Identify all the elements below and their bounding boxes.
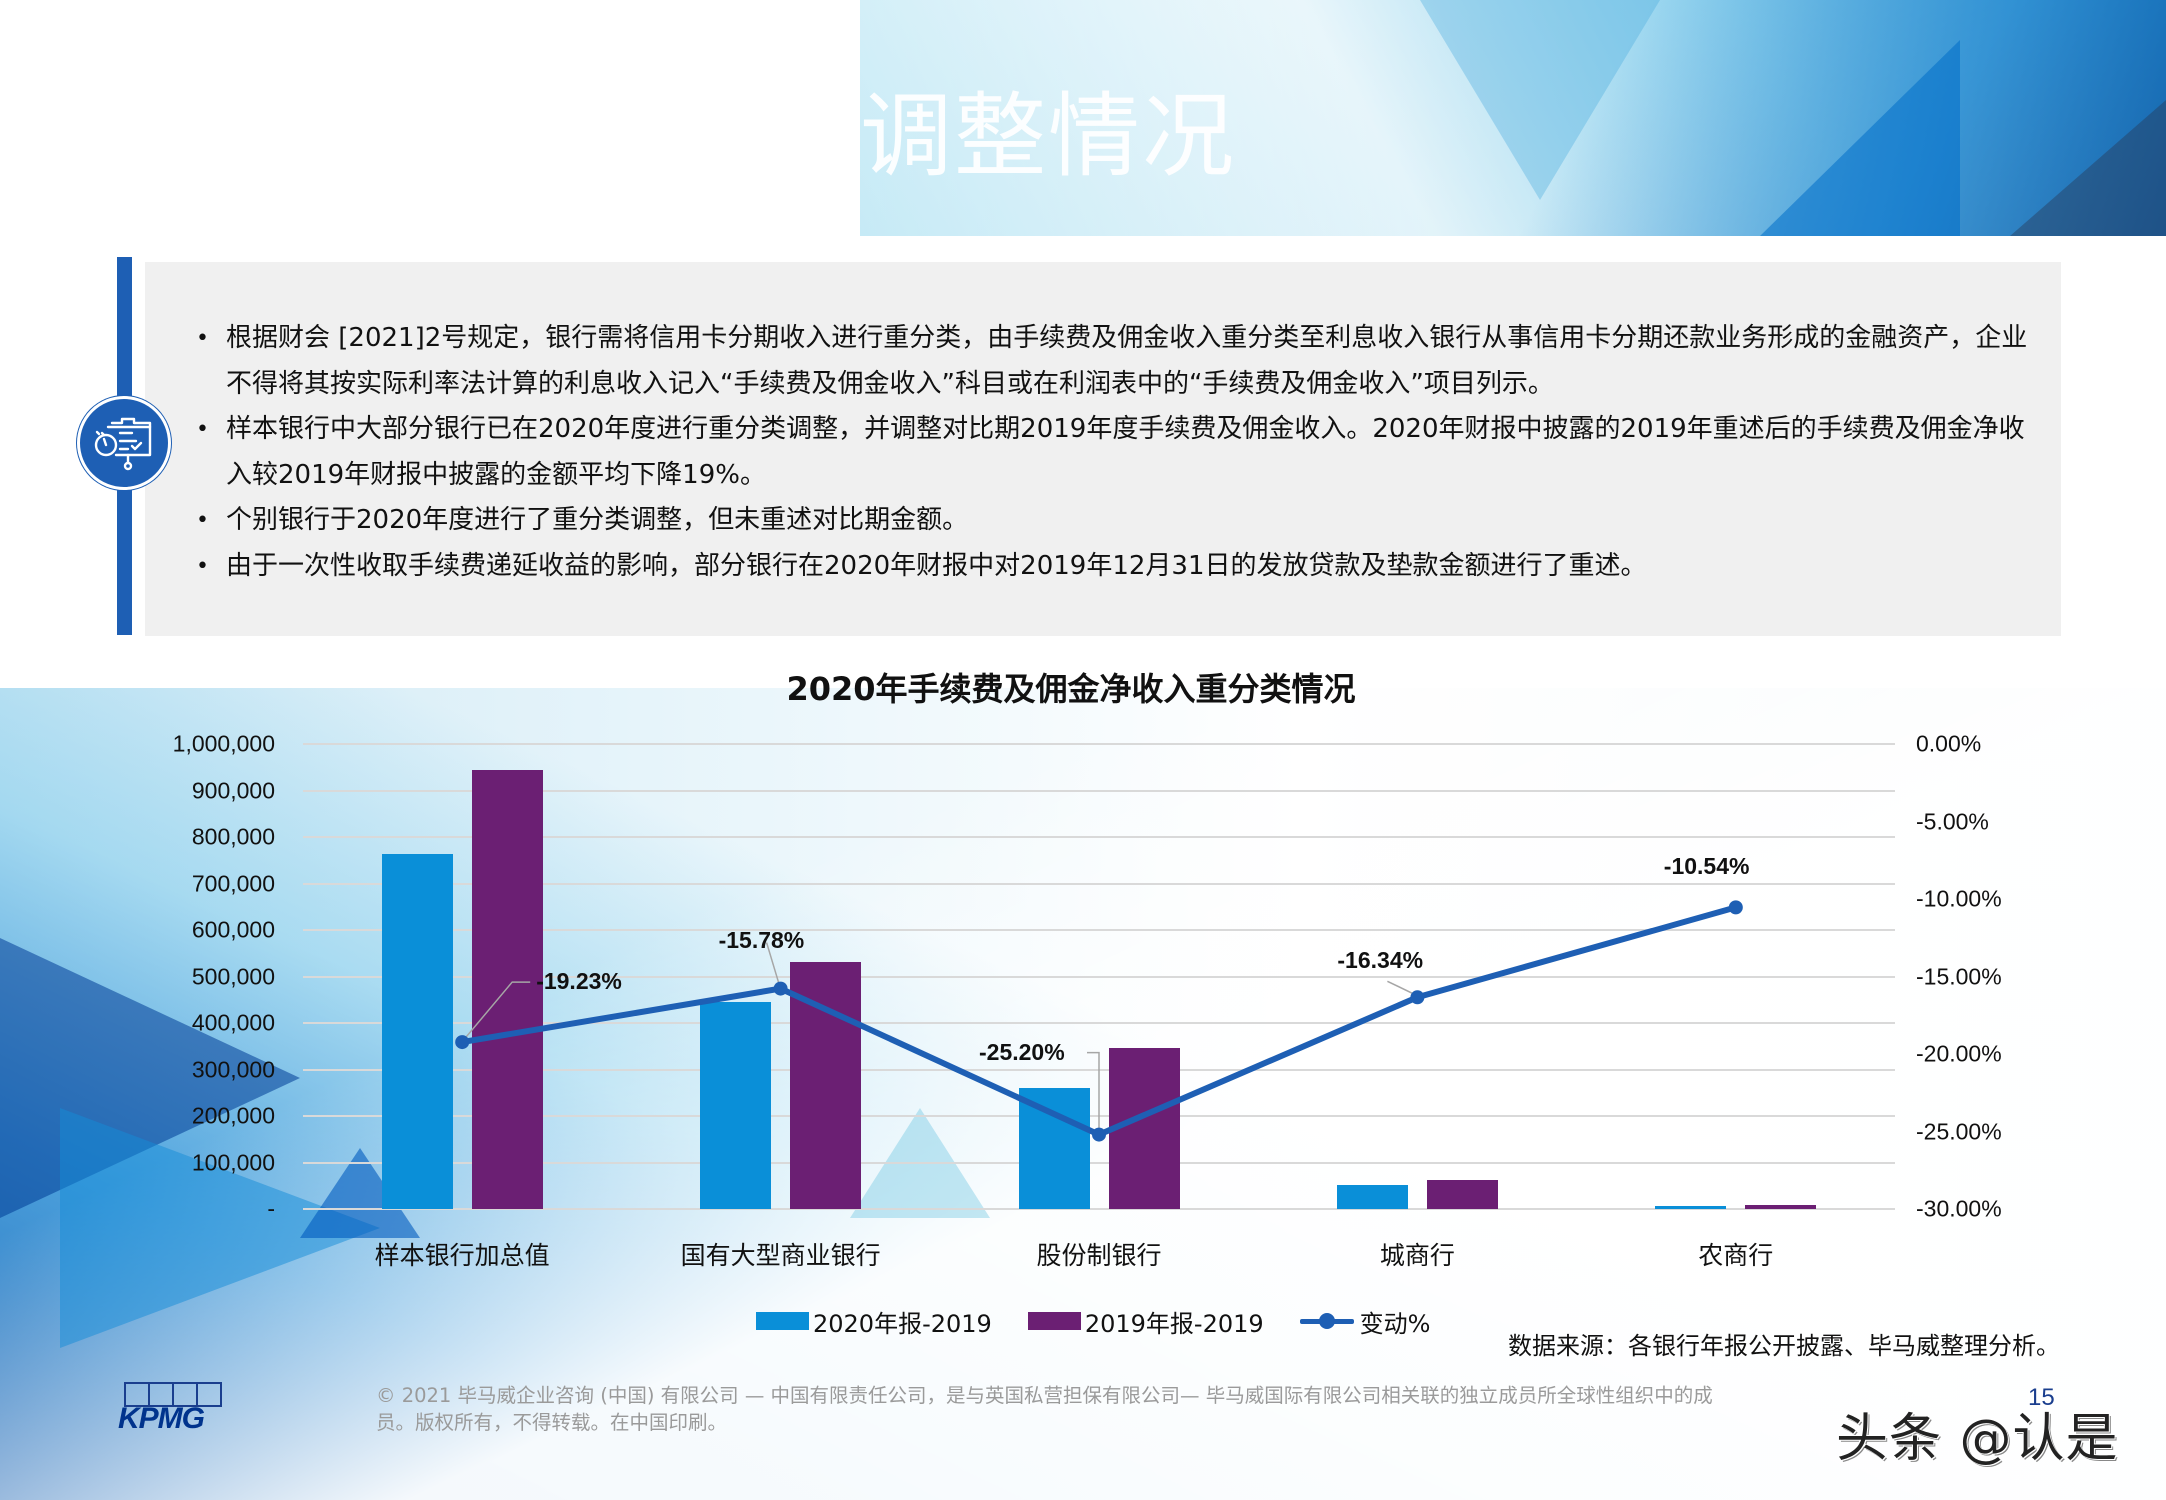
y-axis-left-tick: 300,000 — [191, 1056, 275, 1082]
chart-legend: 2020年报-2019 2019年报-2019 变动% — [756, 1304, 1466, 1339]
kpmg-logo-boxes-icon — [124, 1382, 222, 1407]
bar-2020-report — [1655, 1206, 1727, 1209]
gridline — [303, 1208, 1895, 1210]
y-axis-left-tick: 400,000 — [191, 1009, 275, 1036]
bar-2019-report — [790, 962, 862, 1209]
page-title: 调整情况 — [860, 83, 1237, 190]
data-point-label: -19.23% — [536, 968, 622, 995]
line-point-marker — [1092, 1127, 1106, 1142]
bar-2019-report — [1745, 1205, 1817, 1209]
x-axis-category-label: 样本银行加总值 — [374, 1241, 550, 1270]
kpmg-logo-text: KPMG — [118, 1402, 205, 1435]
info-bullet-list: 根据财会 [2021]2号规定，银行需将信用卡分期收入进行重分类，由手续费及佣金… — [196, 316, 2046, 589]
legend-line-marker-icon — [1299, 1312, 1354, 1330]
y-axis-right-tick: -5.00% — [1916, 808, 1989, 834]
legend-item-change: 变动% — [1299, 1304, 1431, 1339]
y-axis-left-tick: 800,000 — [191, 823, 275, 850]
data-source-note: 数据来源：各银行年报公开披露、毕马威整理分析。 — [1508, 1332, 2060, 1360]
copyright-notice: © 2021 毕马威企业咨询 (中国) 有限公司 — 中国有限责任公司，是与英国… — [376, 1382, 1876, 1436]
y-axis-right-tick: -15.00% — [1916, 963, 2002, 989]
x-axis-category-label: 农商行 — [1698, 1241, 1774, 1270]
y-axis-left-tick: 900,000 — [191, 777, 275, 803]
presentation-board-stopwatch-icon — [77, 396, 171, 490]
bar-2020-report — [700, 1002, 772, 1209]
gridline — [303, 1161, 1895, 1164]
y-axis-left-tick: 500,000 — [191, 963, 275, 989]
y-axis-right-tick: -25.00% — [1916, 1118, 2002, 1144]
data-point-label: -16.34% — [1337, 947, 1424, 974]
data-point-label: -10.54% — [1663, 853, 1750, 880]
copyright-line: 员。版权所有，不得转载。在中国印刷。 — [376, 1411, 728, 1434]
y-axis-left-tick: 100,000 — [191, 1149, 275, 1175]
gridline — [303, 882, 1895, 885]
gridline — [303, 789, 1895, 792]
bar-2019-report — [1426, 1180, 1498, 1209]
y-axis-left-tick: 200,000 — [191, 1102, 275, 1129]
copyright-line: © 2021 毕马威企业咨询 (中国) 有限公司 — 中国有限责任公司，是与英国… — [376, 1384, 1713, 1407]
legend-swatch-icon — [1027, 1312, 1081, 1330]
y-axis-right-tick: -30.00% — [1916, 1195, 2002, 1222]
chart-title: 2020年手续费及佣金净收入重分类情况 — [0, 664, 2166, 710]
legend-item-2019: 2019年报-2019 — [1027, 1304, 1264, 1339]
chart-title-text: 2020年手续费及佣金净收入重分类情况 — [786, 670, 1356, 708]
bar-2020-report — [381, 854, 453, 1209]
data-point-label: -25.20% — [979, 1038, 1065, 1065]
gridline — [303, 1022, 1895, 1024]
info-bullet: 根据财会 [2021]2号规定，银行需将信用卡分期收入进行重分类，由手续费及佣金… — [196, 316, 2046, 407]
x-axis-category-label: 城商行 — [1379, 1241, 1455, 1270]
y-axis-left-tick: - — [267, 1195, 275, 1222]
gridline — [303, 836, 1895, 838]
watermark: 头条 @认是 — [1836, 1409, 2119, 1469]
y-axis-left-tick: 700,000 — [191, 870, 275, 896]
info-bullet: 样本银行中大部分银行已在2020年度进行重分类调整，并调整对比期2019年度手续… — [196, 407, 2046, 498]
decorative-triangle — [1760, 40, 1960, 236]
y-axis-right-tick: -20.00% — [1916, 1040, 2002, 1067]
bar-2019-report — [471, 769, 543, 1209]
kpmg-logo: KPMG — [118, 1382, 228, 1435]
decorative-triangle — [2010, 100, 2166, 236]
legend-label: 2020年报-2019 — [813, 1309, 992, 1338]
legend-label: 变动% — [1359, 1309, 1431, 1338]
gridline — [303, 929, 1895, 931]
x-axis-category-label: 股份制银行 — [1036, 1241, 1162, 1270]
y-axis-left-tick: 1,000,000 — [172, 730, 275, 757]
legend-swatch-icon — [756, 1312, 809, 1330]
y-axis-right-tick: 0.00% — [1916, 730, 1982, 757]
legend-label: 2019年报-2019 — [1084, 1309, 1264, 1338]
page-number: 15 — [2028, 1384, 2055, 1411]
bar-2020-report — [1336, 1184, 1408, 1209]
bar-2020-report — [1018, 1088, 1090, 1209]
x-axis-category-label: 国有大型商业银行 — [680, 1241, 881, 1270]
y-axis-left-tick: 600,000 — [191, 916, 275, 943]
gridline — [303, 743, 1895, 745]
decorative-triangle — [1420, 0, 1660, 200]
info-bullet: 由于一次性收取手续费递延收益的影响，部分银行在2020年财报中对2019年12月… — [196, 544, 2046, 590]
line-point-marker — [1728, 900, 1743, 915]
data-point-label: -15.78% — [718, 926, 805, 953]
line-point-marker — [773, 981, 788, 996]
line-point-marker — [455, 1035, 470, 1050]
gridline — [303, 975, 1895, 978]
line-point-marker — [1410, 990, 1425, 1005]
y-axis-right-tick: -10.00% — [1916, 885, 2002, 912]
info-bullet: 个别银行于2020年度进行了重分类调整，但未重述对比期金额。 — [196, 498, 2046, 544]
legend-item-2020: 2020年报-2019 — [756, 1304, 992, 1339]
header-background-art — [860, 0, 2166, 236]
